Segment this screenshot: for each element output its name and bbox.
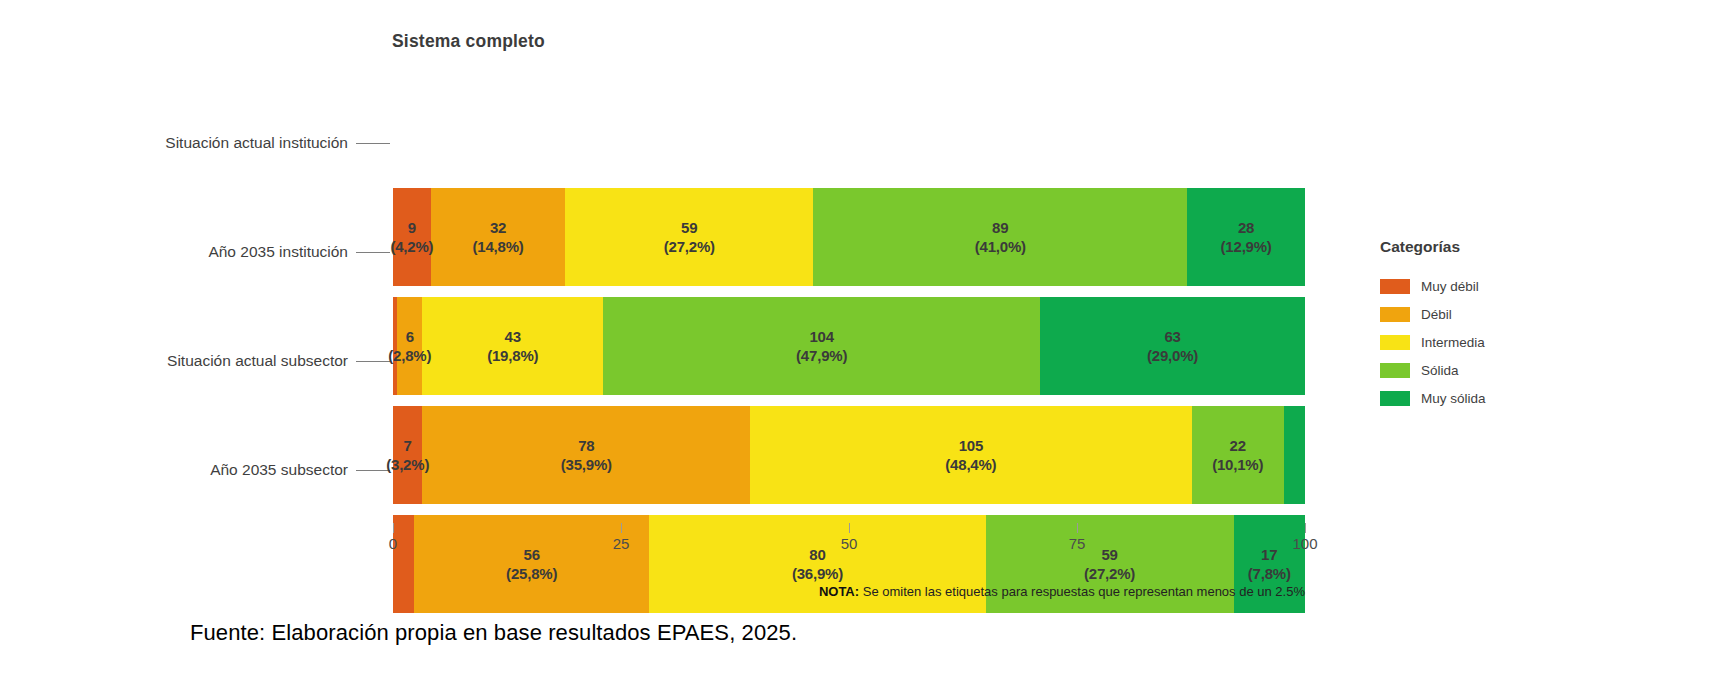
bar-segment: 78(35,9%) — [422, 406, 750, 504]
bar-segment: 105(48,4%) — [750, 406, 1191, 504]
bar-segment: 32(14,8%) — [431, 188, 565, 286]
bar-segment: 59(27,2%) — [565, 188, 813, 286]
segment-label: 63(29,0%) — [1147, 328, 1198, 365]
segment-label: 6(2,8%) — [388, 328, 431, 365]
segment-label: 7(3,2%) — [386, 437, 429, 474]
source-caption: Fuente: Elaboración propia en base resul… — [190, 620, 797, 646]
bar-segment: 22(10,1%) — [1192, 406, 1284, 504]
category-label: Año 2035 institución — [90, 242, 348, 262]
segment-label: 32(14,8%) — [472, 219, 523, 256]
axis-tick — [621, 523, 622, 533]
bar-segment: 28(12,9%) — [1187, 188, 1305, 286]
chart-figure: Sistema completo 9(4,2%) 32(14,8%) 59(27,2… — [0, 0, 1720, 679]
segment-label: 59(27,2%) — [664, 219, 715, 256]
legend-swatch — [1380, 391, 1410, 406]
axis-tick — [393, 523, 394, 533]
legend-item: Débil — [1380, 300, 1580, 328]
category-label: Año 2035 subsector — [90, 460, 348, 480]
axis-tick-label: 0 — [389, 535, 397, 552]
legend-item: Muy débil — [1380, 272, 1580, 300]
bar-segment: 63(29,0%) — [1040, 297, 1305, 395]
footnote-text: Se omiten las etiquetas para respuestas … — [859, 584, 1305, 599]
bar-segment: 104(47,9%) — [603, 297, 1040, 395]
legend-label: Sólida — [1421, 363, 1459, 378]
axis-tick-label: 100 — [1292, 535, 1317, 552]
legend: Categorías Muy débil Débil Intermedia Sólid… — [1380, 238, 1580, 412]
segment-label: 22(10,1%) — [1212, 437, 1263, 474]
axis-tick-label: 25 — [613, 535, 630, 552]
label-connector-line — [356, 143, 390, 144]
segment-label: 89(41,0%) — [975, 219, 1026, 256]
bar-row: 9(4,2%) 32(14,8%) 59(27,2%) 89(41,0%) 28(12,… — [393, 188, 1305, 286]
legend-label: Muy sólida — [1421, 391, 1486, 406]
legend-swatch — [1380, 363, 1410, 378]
bar-row: 7(3,2%) 78(35,9%) 105(48,4%) 22(10,1%) — [393, 406, 1305, 504]
segment-label: 56(25,8%) — [506, 546, 557, 583]
bar-segment: 89(41,0%) — [813, 188, 1187, 286]
axis-tick-label: 50 — [841, 535, 858, 552]
axis-tick — [1077, 523, 1078, 533]
footnote-label: NOTA: — [819, 584, 859, 599]
label-connector-line — [356, 252, 390, 253]
legend-item: Sólida — [1380, 356, 1580, 384]
legend-swatch — [1380, 307, 1410, 322]
segment-label: 105(48,4%) — [945, 437, 996, 474]
legend-label: Intermedia — [1421, 335, 1485, 350]
axis-tick-label: 75 — [1069, 535, 1086, 552]
segment-label: 17(7,8%) — [1248, 546, 1291, 583]
bar-segment: 9(4,2%) — [393, 188, 431, 286]
segment-label: 43(19,8%) — [487, 328, 538, 365]
axis-tick — [849, 523, 850, 533]
bar-segment: 7(3,2%) — [393, 406, 422, 504]
legend-swatch — [1380, 335, 1410, 350]
segment-label: 104(47,9%) — [796, 328, 847, 365]
segment-label: 80(36,9%) — [792, 546, 843, 583]
segment-label: 9(4,2%) — [390, 219, 433, 256]
label-connector-line — [356, 361, 390, 362]
category-label: Situación actual subsector — [90, 351, 348, 371]
bar-segment: 6(2,8%) — [397, 297, 422, 395]
footnote: NOTA: Se omiten las etiquetas para respu… — [819, 584, 1305, 599]
legend-item: Intermedia — [1380, 328, 1580, 356]
legend-label: Muy débil — [1421, 279, 1479, 294]
legend-title: Categorías — [1380, 238, 1580, 256]
bar-row: 6(2,8%) 43(19,8%) 104(47,9%) 63(29,0%) — [393, 297, 1305, 395]
segment-label: 59(27,2%) — [1084, 546, 1135, 583]
category-label: Situación actual institución — [90, 133, 348, 153]
chart-title: Sistema completo — [392, 31, 545, 52]
label-connector-line — [356, 470, 390, 471]
bar-segment — [1284, 406, 1305, 504]
axis-tick — [1305, 523, 1306, 533]
segment-label: 28(12,9%) — [1221, 219, 1272, 256]
bar-segment: 43(19,8%) — [422, 297, 603, 395]
legend-item: Muy sólida — [1380, 384, 1580, 412]
legend-swatch — [1380, 279, 1410, 294]
legend-label: Débil — [1421, 307, 1452, 322]
segment-label: 78(35,9%) — [561, 437, 612, 474]
